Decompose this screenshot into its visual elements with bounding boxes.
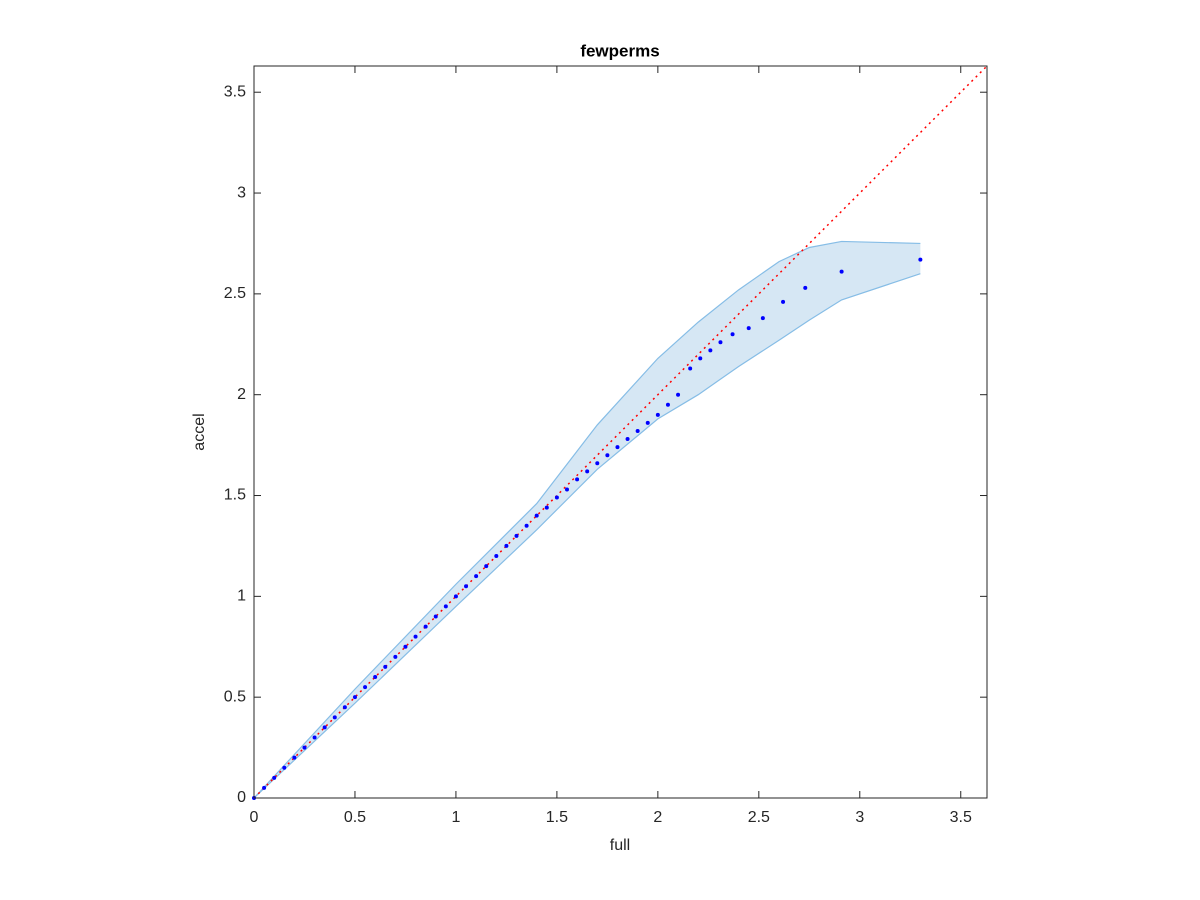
y-tick-label: 3.5 [224, 83, 246, 100]
x-tick-label: 0.5 [344, 809, 366, 826]
data-point [474, 574, 479, 579]
data-point [282, 765, 287, 770]
data-point [352, 695, 357, 700]
data-point [605, 453, 610, 458]
data-point [494, 554, 499, 559]
data-point [514, 533, 519, 538]
data-point [676, 392, 681, 397]
data-point [595, 461, 600, 466]
data-point [708, 348, 713, 353]
data-point [403, 644, 408, 649]
y-tick-label: 0 [237, 789, 246, 806]
x-tick-label: 3.5 [950, 809, 972, 826]
x-tick-label: 2.5 [748, 809, 770, 826]
x-axis-label: full [610, 837, 630, 854]
data-point [698, 356, 703, 361]
data-point [760, 316, 765, 321]
band-lower-edge [253, 273, 921, 799]
data-point [302, 745, 307, 750]
data-point [665, 402, 670, 407]
data-point [718, 340, 723, 345]
data-point [373, 675, 378, 680]
axes-box [253, 65, 988, 799]
data-point [534, 513, 539, 518]
data-point [839, 269, 844, 274]
x-tick-label: 1.5 [546, 809, 568, 826]
data-point [635, 428, 640, 433]
y-tick-label: 1 [237, 588, 246, 605]
data-point [262, 785, 267, 790]
data-point [615, 445, 620, 450]
data-point [443, 604, 448, 609]
y-tick-label: 3 [237, 184, 246, 201]
data-point [453, 594, 458, 599]
data-point [918, 257, 923, 262]
x-tick-label: 0 [250, 809, 259, 826]
data-point [272, 775, 277, 780]
reference-line [253, 65, 988, 799]
x-tick-label: 1 [451, 809, 460, 826]
data-point [803, 285, 808, 290]
band-upper-edge [253, 240, 921, 799]
data-point [332, 715, 337, 720]
data-point [688, 366, 693, 371]
data-point [423, 624, 428, 629]
data-point [393, 654, 398, 659]
data-point [746, 326, 751, 331]
data-point [554, 495, 559, 500]
data-point [585, 469, 590, 474]
data-point [312, 735, 317, 740]
y-tick-label: 2.5 [224, 285, 246, 302]
data-point [625, 437, 630, 442]
data-point [564, 487, 569, 492]
data-point [645, 420, 650, 425]
x-tick-label: 2 [653, 809, 662, 826]
y-tick-label: 2 [237, 386, 246, 403]
data-point [383, 664, 388, 669]
data-point [781, 299, 786, 304]
data-point [575, 477, 580, 482]
y-axis-label: accel [191, 413, 208, 450]
x-tick-label: 3 [855, 809, 864, 826]
data-point [363, 685, 368, 690]
data-point [484, 564, 489, 569]
data-point [730, 332, 735, 337]
data-point [544, 505, 549, 510]
data-point [413, 634, 418, 639]
data-point [342, 705, 347, 710]
chart-title: fewperms [580, 41, 659, 60]
data-point [433, 614, 438, 619]
data-point [504, 543, 509, 548]
data-point [655, 412, 660, 417]
y-tick-label: 0.5 [224, 688, 246, 705]
data-point [524, 523, 529, 528]
data-point [292, 755, 297, 760]
data-point [464, 584, 469, 589]
data-point [322, 725, 327, 730]
y-tick-label: 1.5 [224, 487, 246, 504]
